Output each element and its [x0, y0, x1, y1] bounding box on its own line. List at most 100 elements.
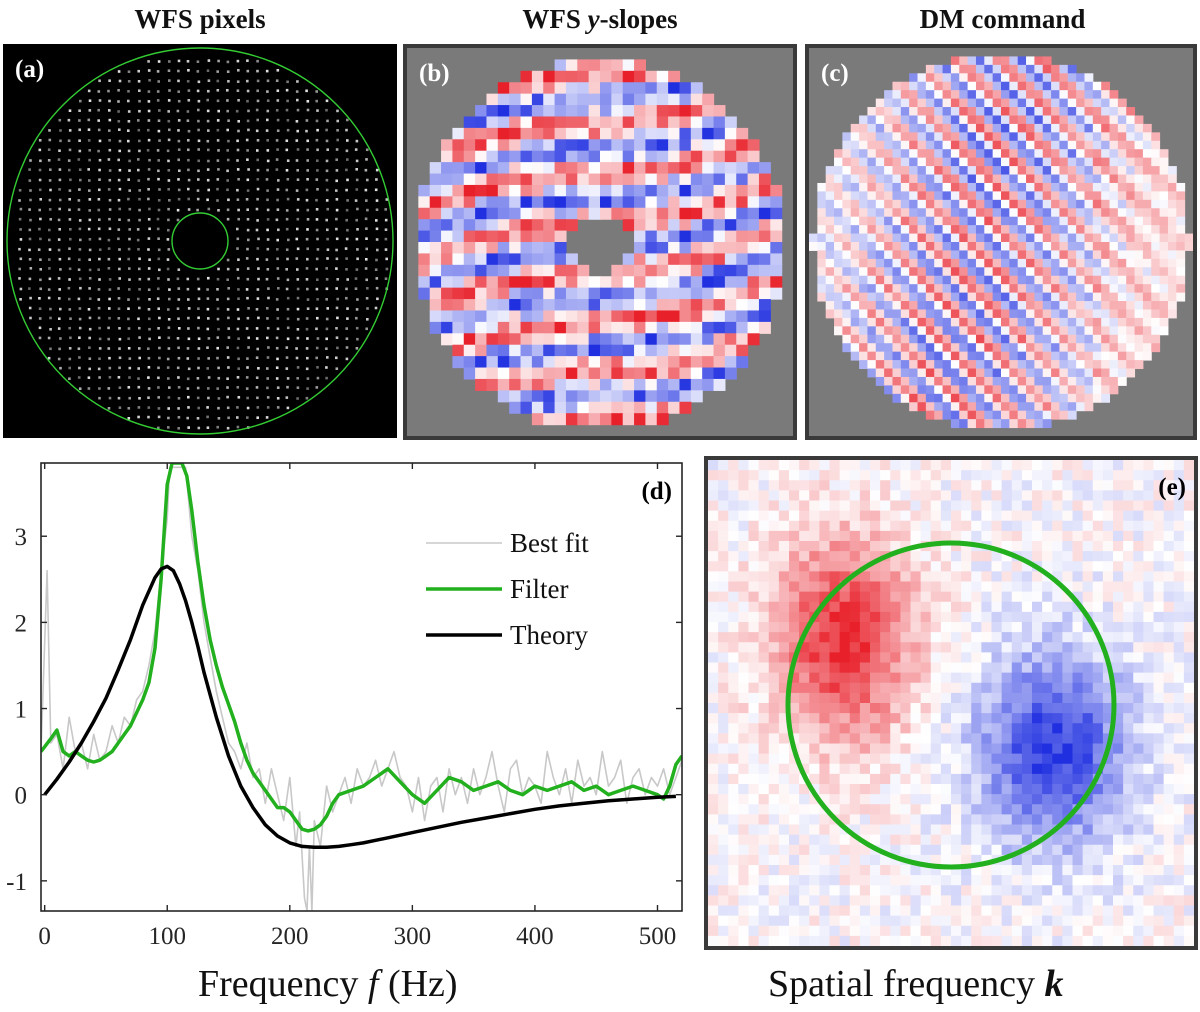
- dm-actuator-cell: [1101, 208, 1111, 218]
- wfs-spot: [365, 247, 368, 251]
- wfs-spot: [138, 288, 141, 291]
- spatial-frequency-cell: [910, 561, 922, 572]
- slope-cell: [634, 253, 647, 266]
- spatial-frequency-cell: [991, 652, 1003, 664]
- spatial-frequency-cell: [900, 480, 912, 491]
- spatial-frequency-cell: [1042, 591, 1053, 603]
- dm-actuator-cell: [1017, 351, 1027, 361]
- dm-actuator-cell: [950, 292, 960, 302]
- wfs-spot: [335, 227, 338, 231]
- wfs-spot: [98, 278, 101, 281]
- slope-cell: [452, 173, 465, 186]
- dm-actuator-cell: [900, 334, 910, 344]
- wfs-spot: [335, 367, 339, 370]
- spatial-frequency-cell: [1153, 571, 1165, 583]
- spatial-frequency-cell: [1173, 541, 1185, 552]
- dm-actuator-cell: [917, 317, 927, 327]
- wfs-spot: [335, 148, 339, 151]
- dm-actuator-cell: [900, 360, 910, 370]
- spatial-frequency-cell: [940, 601, 952, 613]
- wfs-spot: [127, 218, 131, 222]
- wfs-spot: [306, 100, 310, 103]
- spatial-frequency-cell: [940, 692, 952, 704]
- slope-cell: [463, 127, 476, 140]
- wfs-spot: [316, 316, 319, 320]
- wfs-spot: [157, 376, 160, 380]
- spatial-frequency-cell: [1173, 733, 1185, 745]
- slope-cell: [565, 70, 578, 83]
- dm-actuator-cell: [900, 343, 910, 353]
- dm-actuator-cell: [992, 250, 1002, 260]
- wfs-spot: [227, 336, 231, 339]
- wfs-spot: [167, 347, 171, 350]
- spatial-frequency-cell: [839, 692, 851, 704]
- slope-cell: [713, 116, 726, 129]
- wfs-spot: [38, 168, 42, 172]
- dm-actuator-cell: [875, 292, 885, 302]
- dm-actuator-cell: [850, 317, 860, 327]
- wfs-spot: [296, 377, 299, 380]
- spatial-frequency-cell: [1143, 510, 1155, 522]
- spatial-frequency-cell: [1143, 490, 1155, 502]
- dm-actuator-cell: [1151, 233, 1161, 243]
- spatial-frequency-cell: [778, 611, 790, 623]
- spatial-frequency-cell: [849, 753, 861, 765]
- dm-actuator-cell: [1109, 182, 1119, 192]
- dm-actuator-cell: [917, 385, 927, 395]
- slope-cell: [486, 184, 499, 197]
- slope-cell: [679, 344, 692, 357]
- dm-actuator-cell: [1117, 233, 1127, 243]
- dm-actuator-cell: [925, 284, 935, 294]
- slope-cell: [690, 116, 703, 129]
- spatial-frequency-cell: [799, 662, 810, 674]
- spatial-frequency-cell: [991, 642, 1003, 653]
- spatial-frequency-cell: [981, 743, 993, 755]
- dm-actuator-cell: [850, 250, 860, 260]
- spatial-frequency-cell: [778, 490, 790, 502]
- spatial-frequency-cell: [1133, 622, 1144, 633]
- dm-actuator-cell: [1034, 174, 1044, 184]
- wfs-spot: [236, 159, 239, 162]
- dm-actuator-cell: [884, 166, 893, 176]
- wfs-spot: [118, 366, 121, 370]
- dm-actuator-cell: [859, 284, 868, 294]
- slope-cell: [736, 356, 749, 369]
- wfs-spot: [207, 129, 210, 132]
- dm-actuator-cell: [1051, 284, 1060, 294]
- slope-cell: [588, 287, 601, 300]
- spatial-frequency-cell: [900, 601, 912, 613]
- spatial-frequency-cell: [1021, 611, 1033, 623]
- wfs-spot: [187, 426, 190, 429]
- spatial-frequency-cell: [819, 581, 831, 593]
- spatial-frequency-cell: [839, 642, 851, 653]
- dm-actuator-cell: [867, 115, 877, 125]
- spatial-frequency-cell: [849, 611, 861, 623]
- dm-actuator-cell: [1084, 199, 1094, 209]
- dm-actuator-cell: [842, 233, 852, 243]
- wfs-spot: [276, 327, 280, 331]
- wfs-spot: [187, 89, 191, 92]
- spatial-frequency-cell: [1143, 551, 1155, 562]
- dm-actuator-cell: [909, 284, 919, 294]
- dm-actuator-cell: [992, 157, 1002, 167]
- wfs-spot: [88, 149, 91, 152]
- spatial-frequency-cell: [930, 551, 942, 562]
- dm-actuator-cell: [859, 317, 868, 327]
- dm-actuator-cell: [1142, 149, 1152, 159]
- wfs-spot: [187, 158, 190, 162]
- wfs-spot: [236, 406, 239, 409]
- slope-cell: [463, 367, 476, 380]
- dm-actuator-cell: [1101, 385, 1111, 395]
- dm-actuator-cell: [1042, 64, 1052, 74]
- slope-cell: [611, 82, 624, 95]
- dm-actuator-cell: [934, 225, 944, 235]
- wfs-spot: [335, 208, 339, 212]
- dm-actuator-cell: [1059, 182, 1069, 192]
- spatial-frequency-cell: [1133, 723, 1144, 734]
- dm-actuator-cell: [1084, 292, 1094, 302]
- spatial-frequency-cell: [859, 622, 871, 633]
- wfs-spot: [167, 318, 171, 321]
- dm-actuator-cell: [950, 368, 960, 378]
- spatial-frequency-cell: [809, 682, 820, 694]
- spatial-frequency-cell: [1082, 662, 1094, 674]
